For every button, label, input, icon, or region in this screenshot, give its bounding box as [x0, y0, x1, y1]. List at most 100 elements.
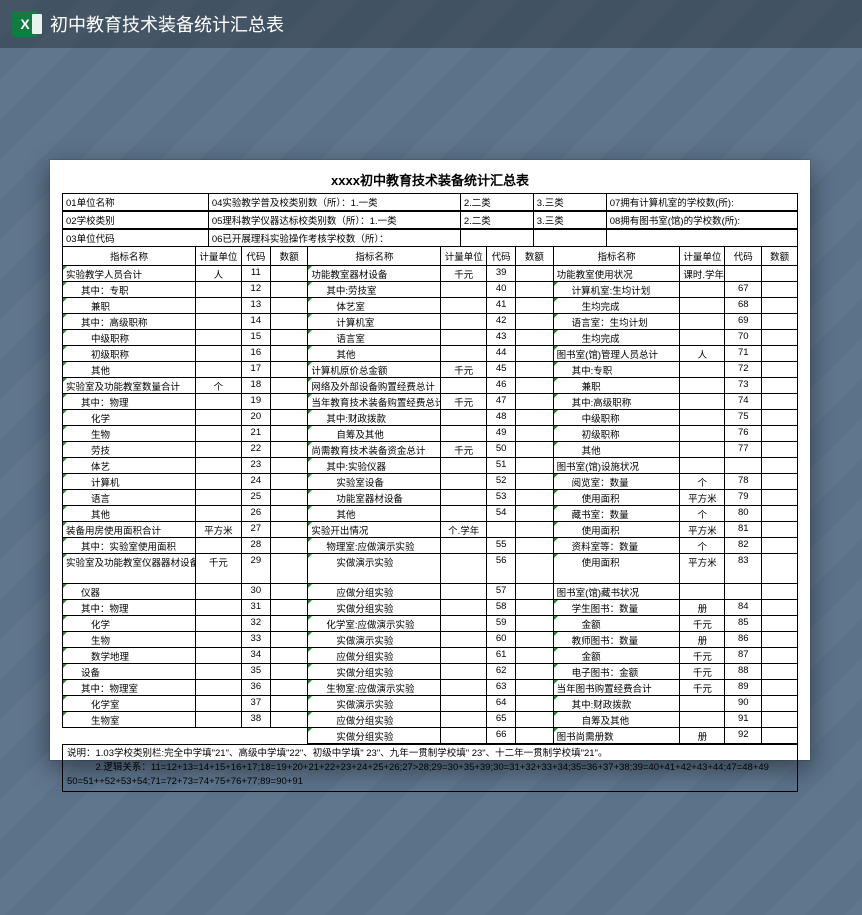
amount-cell — [515, 632, 552, 648]
note-line: 50=51++52+53+54;71=72+73=74+75+76+77;89=… — [67, 775, 793, 789]
table-row: 其中：物理31 — [62, 600, 307, 616]
table-row: 兼职73 — [553, 378, 798, 394]
table-row: 应做分组实验65 — [307, 712, 552, 728]
header-cell — [606, 230, 798, 247]
indicator-name: 其中:财政拨款 — [553, 696, 680, 712]
indicator-name: 应做分组实验 — [307, 712, 440, 728]
code-cell: 11 — [241, 266, 270, 282]
column-2: 指标名称 计量单位 代码 数额 功能教室器材设备千元39其中:劳技室40体艺室4… — [307, 247, 552, 744]
amount-cell — [761, 680, 798, 696]
amount-cell — [761, 474, 798, 490]
indicator-name: 其中：实验室使用面积 — [62, 538, 195, 554]
indicator-name: 生均完成 — [553, 298, 680, 314]
header-cell — [533, 230, 606, 247]
indicator-name: 图书尚需册数 — [553, 728, 680, 744]
indicator-name: 生物 — [62, 632, 195, 648]
col2-h-code: 代码 — [486, 247, 515, 266]
amount-cell — [270, 632, 307, 648]
table-row: 学生图书：数量册84 — [553, 600, 798, 616]
table-row: 其中：专职12 — [62, 282, 307, 298]
table-row: 生均完成68 — [553, 298, 798, 314]
code-cell: 35 — [241, 664, 270, 680]
unit-cell: 平方米 — [679, 554, 724, 584]
table-row: 其中:劳技室40 — [307, 282, 552, 298]
table-row: 物理室:应做演示实验55 — [307, 538, 552, 554]
table-row: 生物33 — [62, 632, 307, 648]
col1-h-name: 指标名称 — [62, 247, 195, 266]
column-1: 指标名称 计量单位 代码 数额 实验教学人员合计人11其中：专职12兼职13其中… — [62, 247, 307, 744]
unit-cell: 个 — [679, 506, 724, 522]
table-row: 图书室(馆)藏书状况 — [553, 584, 798, 600]
unit-cell — [440, 664, 486, 680]
indicator-name: 化学 — [62, 616, 195, 632]
code-cell: 51 — [486, 458, 515, 474]
col3-h-name: 指标名称 — [553, 247, 680, 266]
col2-h-unit: 计量单位 — [440, 247, 486, 266]
amount-cell — [761, 664, 798, 680]
table-row: 使用面积平方米81 — [553, 522, 798, 538]
code-cell: 71 — [724, 346, 761, 362]
header-cell: 2.二类 — [460, 212, 533, 229]
amount-cell — [515, 362, 552, 378]
code-cell — [724, 266, 761, 282]
header-cell: 3.三类 — [533, 194, 606, 211]
unit-cell — [440, 584, 486, 600]
stage: xxxx初中教育技术装备统计汇总表 01单位名称04实验教学普及校类别数（所）：… — [0, 48, 862, 915]
amount-cell — [515, 696, 552, 712]
table-row: 尚需教育技术装备资金总计千元50 — [307, 442, 552, 458]
code-cell: 61 — [486, 648, 515, 664]
header-cell: 02学校类别 — [62, 212, 208, 229]
amount-cell — [515, 522, 552, 538]
code-cell: 48 — [486, 410, 515, 426]
unit-cell — [440, 680, 486, 696]
indicator-name: 计算机室 — [307, 314, 440, 330]
indicator-name: 功能室器材设备 — [307, 490, 440, 506]
code-cell: 77 — [724, 442, 761, 458]
table-row: 应做分组实验61 — [307, 648, 552, 664]
indicator-name: 中级职称 — [62, 330, 195, 346]
indicator-name: 其中:财政拨款 — [307, 410, 440, 426]
table-row: 当年图书购置经费合计千元89 — [553, 680, 798, 696]
amount-cell — [761, 330, 798, 346]
code-cell: 30 — [241, 584, 270, 600]
code-cell: 82 — [724, 538, 761, 554]
amount-cell — [270, 282, 307, 298]
amount-cell — [270, 696, 307, 712]
unit-cell: 人 — [195, 266, 241, 282]
code-cell: 78 — [724, 474, 761, 490]
amount-cell — [515, 394, 552, 410]
amount-cell — [270, 314, 307, 330]
unit-cell — [679, 410, 724, 426]
indicator-name: 兼职 — [553, 378, 680, 394]
column-3: 指标名称 计量单位 代码 数额 功能教室使用状况课时.学年计算机室:生均计划67… — [553, 247, 798, 744]
amount-cell — [761, 426, 798, 442]
code-cell: 15 — [241, 330, 270, 346]
code-cell: 86 — [724, 632, 761, 648]
unit-cell — [679, 314, 724, 330]
spreadsheet-document: xxxx初中教育技术装备统计汇总表 01单位名称04实验教学普及校类别数（所）：… — [50, 160, 810, 760]
indicator-name: 其中:劳技室 — [307, 282, 440, 298]
unit-cell: 个 — [195, 378, 241, 394]
indicator-name: 应做分组实验 — [307, 584, 440, 600]
table-row: 应做分组实验57 — [307, 584, 552, 600]
amount-cell — [270, 648, 307, 664]
indicator-name: 初级职称 — [62, 346, 195, 362]
code-cell: 50 — [486, 442, 515, 458]
code-cell: 63 — [486, 680, 515, 696]
header-cell: 08拥有图书室(馆)的学校数(所): — [606, 212, 798, 229]
table-row: 功能教室使用状况课时.学年 — [553, 266, 798, 282]
table-row: 生均完成70 — [553, 330, 798, 346]
code-cell: 88 — [724, 664, 761, 680]
unit-cell — [679, 426, 724, 442]
unit-cell — [195, 474, 241, 490]
indicator-name: 实做分组实验 — [307, 728, 440, 744]
unit-cell: 千元 — [679, 680, 724, 696]
code-cell: 31 — [241, 600, 270, 616]
header-cell: 01单位名称 — [62, 194, 208, 211]
code-cell: 55 — [486, 538, 515, 554]
indicator-name: 实验室及功能教室数量合计 — [62, 378, 195, 394]
unit-cell — [440, 600, 486, 616]
indicator-name: 其中：专职 — [62, 282, 195, 298]
code-cell: 42 — [486, 314, 515, 330]
unit-cell — [195, 490, 241, 506]
